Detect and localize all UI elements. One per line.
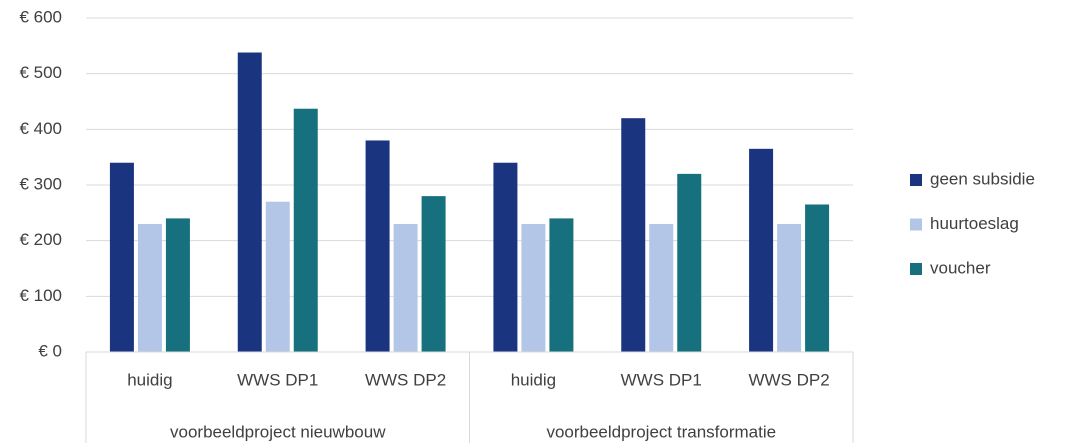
legend-swatch xyxy=(910,218,922,231)
y-tick-label: € 200 xyxy=(19,230,62,249)
bar xyxy=(677,173,702,352)
x-tick-label: WWS DP1 xyxy=(621,370,702,389)
x-tick-label: huidig xyxy=(511,370,556,389)
y-tick-label: € 300 xyxy=(19,174,62,193)
y-tick-label: € 0 xyxy=(38,341,62,360)
legend-label: huurtoeslag xyxy=(930,214,1019,233)
bar xyxy=(777,223,802,352)
bar xyxy=(549,218,574,352)
bar xyxy=(165,218,190,352)
legend-swatch xyxy=(910,263,922,275)
bar xyxy=(421,196,446,352)
legend-swatch xyxy=(910,174,922,186)
bar xyxy=(293,108,318,352)
bar xyxy=(365,140,390,352)
legend-label: voucher xyxy=(930,258,991,277)
bar xyxy=(493,162,518,352)
bar xyxy=(265,201,290,352)
y-tick-label: € 600 xyxy=(19,7,62,26)
y-tick-label: € 400 xyxy=(19,119,62,138)
x-tick-label: huidig xyxy=(127,370,172,389)
bar xyxy=(805,204,830,352)
group-label: voorbeeldproject transformatie xyxy=(546,422,776,441)
bar xyxy=(109,162,134,352)
y-tick-label: € 100 xyxy=(19,286,62,305)
x-tick-label: WWS DP1 xyxy=(237,370,318,389)
bar xyxy=(393,223,418,352)
legend-label: geen subsidie xyxy=(930,169,1035,188)
bar xyxy=(137,223,162,352)
y-tick-label: € 500 xyxy=(19,63,62,82)
bar xyxy=(621,118,646,352)
x-tick-label: WWS DP2 xyxy=(748,370,829,389)
bar xyxy=(649,223,674,352)
bar xyxy=(237,52,262,352)
group-label: voorbeeldproject nieuwbouw xyxy=(170,422,386,441)
x-tick-label: WWS DP2 xyxy=(365,370,446,389)
bar xyxy=(749,148,774,352)
bar xyxy=(521,223,546,352)
